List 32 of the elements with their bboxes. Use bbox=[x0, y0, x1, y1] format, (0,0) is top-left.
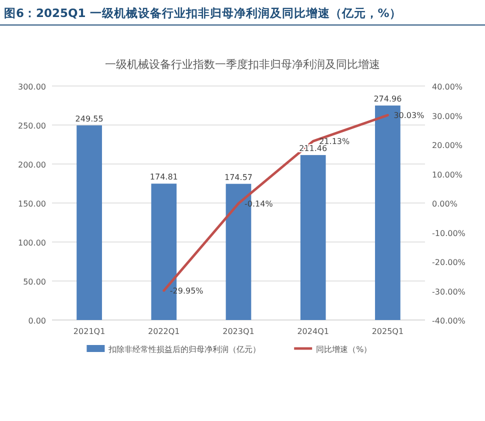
y-tick-label: 100.00 bbox=[18, 238, 46, 248]
y2-tick-label: 20.00% bbox=[432, 141, 463, 150]
data-label: 249.55 bbox=[75, 114, 104, 124]
y2-tick-label: -40.00% bbox=[432, 316, 466, 326]
y2-tick-label: -20.00% bbox=[432, 258, 466, 267]
y2-tick-label: 40.00% bbox=[432, 82, 463, 92]
bar bbox=[76, 125, 102, 320]
bar bbox=[300, 155, 326, 320]
y2-tick-label: 10.00% bbox=[432, 170, 463, 180]
x-tick-label: 2022Q1 bbox=[148, 327, 180, 336]
x-tick-label: 2025Q1 bbox=[372, 327, 404, 336]
y2-tick-label: -10.00% bbox=[432, 228, 466, 238]
y2-tick-label: 0.00% bbox=[432, 200, 458, 208]
legend-label: 扣除非经常性损益后的归母净利润（亿元） bbox=[108, 345, 261, 354]
data-label: 274.96 bbox=[374, 94, 402, 104]
y-tick-label: 0.00 bbox=[28, 316, 46, 326]
x-tick-label: 2021Q1 bbox=[73, 327, 106, 336]
y-tick-label: 200.00 bbox=[18, 160, 46, 170]
chart-subtitle: 一级机械设备行业指数一季度扣非归母净利润及同比增速 bbox=[105, 58, 380, 71]
y-tick-label: 300.00 bbox=[18, 82, 46, 92]
data-label: 21.13% bbox=[319, 137, 350, 146]
y-tick-label: 150.00 bbox=[18, 200, 46, 208]
data-label: 174.57 bbox=[224, 172, 252, 182]
data-label: 174.81 bbox=[150, 172, 178, 182]
x-tick-label: 2024Q1 bbox=[297, 327, 329, 336]
y-tick-label: 250.00 bbox=[18, 122, 46, 130]
chart-title: 图6：2025Q1 一级机械设备行业扣非归母净利润及同比增速（亿元，%） bbox=[4, 6, 402, 20]
x-tick-label: 2023Q1 bbox=[222, 327, 254, 336]
y2-tick-label: 30.00% bbox=[432, 112, 463, 121]
legend-label: 同比增速（%） bbox=[316, 345, 372, 354]
y-tick-label: 50.00 bbox=[23, 278, 46, 286]
y2-tick-label: -30.00% bbox=[432, 287, 466, 296]
